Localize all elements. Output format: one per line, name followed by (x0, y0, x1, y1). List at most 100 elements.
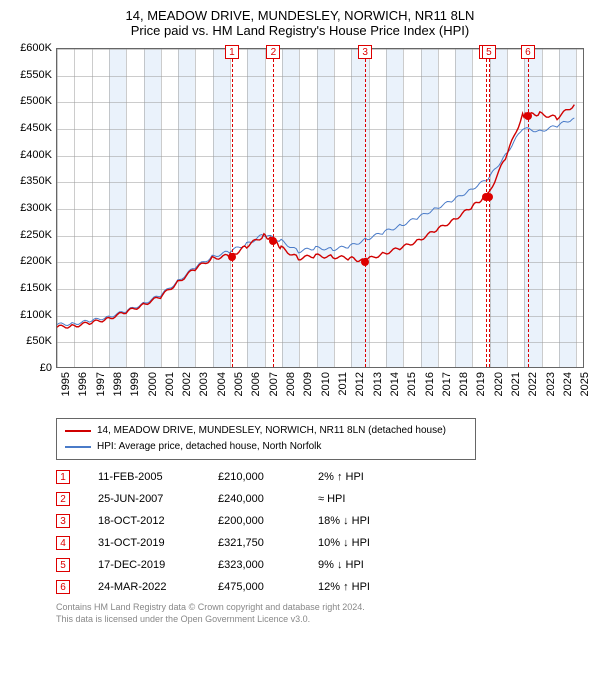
legend-swatch (65, 430, 91, 432)
legend-row: HPI: Average price, detached house, Nort… (65, 439, 467, 455)
x-tick-label: 2007 (268, 372, 280, 396)
event-row: 4 31-OCT-2019£321,75010% ↓ HPI (56, 536, 584, 550)
event-marker-box: 6 (521, 45, 535, 59)
event-dashed-line (486, 49, 487, 367)
event-row: 1 11-FEB-2005£210,0002% ↑ HPI (56, 470, 584, 484)
event-price: £200,000 (218, 515, 318, 527)
event-dot (361, 258, 369, 266)
y-tick-label: £400K (8, 149, 52, 161)
events-table: 1 11-FEB-2005£210,0002% ↑ HPI 225-JUN-2007… (56, 470, 584, 594)
x-tick-label: 2022 (527, 372, 539, 396)
x-tick-label: 2025 (579, 372, 591, 396)
x-tick-label: 2017 (441, 372, 453, 396)
event-marker-box: 1 (225, 45, 239, 59)
x-tick-label: 2016 (424, 372, 436, 396)
event-delta: 12% ↑ HPI (318, 581, 428, 593)
chart: £0£50K£100K£150K£200K£250K£300K£350K£400… (8, 44, 592, 414)
event-delta: 10% ↓ HPI (318, 537, 428, 549)
event-price: £240,000 (218, 493, 318, 505)
footer-line: This data is licensed under the Open Gov… (56, 614, 592, 626)
event-num-box: 5 (56, 558, 70, 572)
event-dot (485, 193, 493, 201)
legend: 14, MEADOW DRIVE, MUNDESLEY, NORWICH, NR… (56, 418, 476, 460)
event-date: 18-OCT-2012 (98, 515, 218, 527)
event-delta: 18% ↓ HPI (318, 515, 428, 527)
page-title: 14, MEADOW DRIVE, MUNDESLEY, NORWICH, NR… (8, 8, 592, 23)
x-tick-label: 2005 (233, 372, 245, 396)
legend-label: HPI: Average price, detached house, Nort… (97, 439, 321, 455)
x-tick-label: 1999 (129, 372, 141, 396)
event-price: £323,000 (218, 559, 318, 571)
y-tick-label: £250K (8, 229, 52, 241)
event-dashed-line (528, 49, 529, 367)
event-dashed-line (273, 49, 274, 367)
legend-row: 14, MEADOW DRIVE, MUNDESLEY, NORWICH, NR… (65, 423, 467, 439)
x-tick-label: 2014 (389, 372, 401, 396)
event-num-box: 4 (56, 536, 70, 550)
event-delta: ≈ HPI (318, 493, 428, 505)
y-tick-label: £350K (8, 175, 52, 187)
event-date: 11-FEB-2005 (98, 471, 218, 483)
x-tick-label: 2006 (250, 372, 262, 396)
y-tick-label: £50K (8, 335, 52, 347)
x-tick-label: 2020 (493, 372, 505, 396)
x-tick-label: 1995 (60, 372, 72, 396)
event-marker-box: 5 (482, 45, 496, 59)
event-date: 24-MAR-2022 (98, 581, 218, 593)
root: 14, MEADOW DRIVE, MUNDESLEY, NORWICH, NR… (0, 0, 600, 680)
x-tick-label: 2018 (458, 372, 470, 396)
x-tick-label: 2008 (285, 372, 297, 396)
event-dot (228, 253, 236, 261)
event-marker-box: 3 (358, 45, 372, 59)
y-tick-label: £200K (8, 255, 52, 267)
event-num-box: 6 (56, 580, 70, 594)
y-tick-label: £150K (8, 282, 52, 294)
y-tick-label: £300K (8, 202, 52, 214)
event-num-box: 1 (56, 470, 70, 484)
footer: Contains HM Land Registry data © Crown c… (56, 602, 592, 625)
event-dashed-line (365, 49, 366, 367)
event-row: 517-DEC-2019£323,0009% ↓ HPI (56, 558, 584, 572)
event-dashed-line (489, 49, 490, 367)
x-tick-label: 1996 (77, 372, 89, 396)
legend-swatch (65, 446, 91, 448)
y-tick-label: £500K (8, 95, 52, 107)
event-date: 17-DEC-2019 (98, 559, 218, 571)
y-tick-label: £550K (8, 69, 52, 81)
x-tick-label: 2024 (562, 372, 574, 396)
event-price: £210,000 (218, 471, 318, 483)
event-row: 318-OCT-2012£200,00018% ↓ HPI (56, 514, 584, 528)
event-date: 31-OCT-2019 (98, 537, 218, 549)
x-tick-label: 2002 (181, 372, 193, 396)
event-marker-box: 2 (266, 45, 280, 59)
event-dot (269, 237, 277, 245)
x-tick-label: 2015 (406, 372, 418, 396)
x-tick-label: 2000 (147, 372, 159, 396)
event-date: 25-JUN-2007 (98, 493, 218, 505)
event-dot (524, 112, 532, 120)
x-tick-label: 2009 (302, 372, 314, 396)
x-tick-label: 2003 (198, 372, 210, 396)
footer-line: Contains HM Land Registry data © Crown c… (56, 602, 592, 614)
event-dashed-line (232, 49, 233, 367)
x-tick-label: 2013 (372, 372, 384, 396)
page-subtitle: Price paid vs. HM Land Registry's House … (8, 23, 592, 38)
x-tick-label: 2004 (216, 372, 228, 396)
y-tick-label: £600K (8, 42, 52, 54)
x-tick-label: 2001 (164, 372, 176, 396)
x-tick-label: 2012 (354, 372, 366, 396)
series-line (57, 118, 574, 326)
event-price: £475,000 (218, 581, 318, 593)
event-price: £321,750 (218, 537, 318, 549)
x-tick-label: 1998 (112, 372, 124, 396)
x-tick-label: 2019 (475, 372, 487, 396)
x-tick-label: 2011 (337, 372, 349, 396)
event-delta: 2% ↑ HPI (318, 471, 428, 483)
plot-area: 123456 (56, 48, 584, 368)
x-tick-label: 2021 (510, 372, 522, 396)
event-row: 6 24-MAR-2022£475,00012% ↑ HPI (56, 580, 584, 594)
event-row: 225-JUN-2007£240,000≈ HPI (56, 492, 584, 506)
legend-label: 14, MEADOW DRIVE, MUNDESLEY, NORWICH, NR… (97, 423, 446, 439)
series-line (57, 105, 574, 328)
line-svg (57, 49, 583, 367)
